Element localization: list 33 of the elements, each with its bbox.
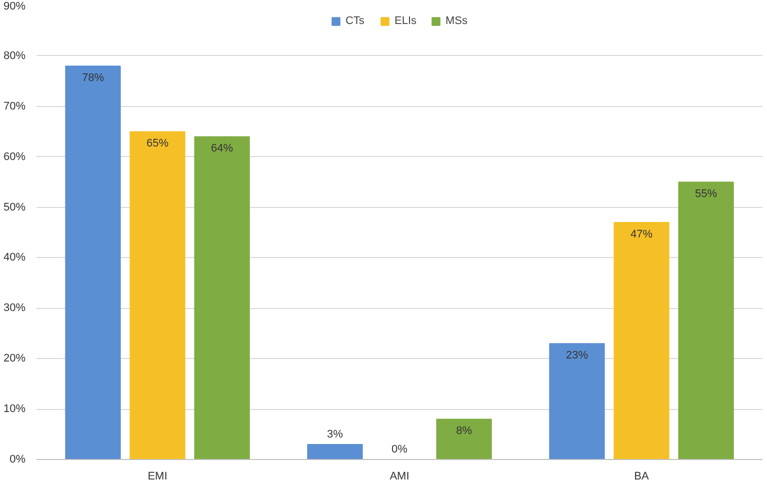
- data-label: 8%: [456, 425, 472, 438]
- bar: [194, 136, 250, 460]
- bar: [614, 222, 670, 460]
- bar: [436, 418, 492, 460]
- y-tick-label: 0%: [10, 454, 26, 466]
- y-tick-label: 50%: [3, 201, 26, 214]
- y-tick-label: 80%: [3, 50, 26, 62]
- y-tick-label: 10%: [3, 403, 26, 416]
- data-label: 78%: [82, 72, 104, 84]
- y-tick-label: 60%: [3, 150, 26, 163]
- x-tick-label: AMI: [390, 470, 410, 482]
- y-tick-label: 40%: [3, 252, 26, 264]
- legend-label: MSs: [446, 15, 468, 27]
- data-label: 3%: [327, 428, 344, 440]
- legend-label: ELIs: [394, 15, 417, 27]
- data-label: 64%: [211, 142, 234, 155]
- bar: [549, 343, 605, 460]
- data-label: 0%: [392, 444, 408, 456]
- bar: [130, 131, 186, 460]
- x-tick-label: BA: [634, 470, 650, 482]
- y-tick-label: 90%: [3, 0, 26, 12]
- bar: [65, 66, 121, 460]
- data-label: 47%: [630, 228, 653, 240]
- bar: [678, 182, 734, 460]
- y-tick-label: 20%: [3, 352, 26, 365]
- data-label: 23%: [566, 349, 588, 362]
- x-tick-label: EMI: [148, 470, 168, 482]
- data-label: 65%: [146, 138, 169, 150]
- data-label: 55%: [695, 188, 718, 200]
- bar: [307, 444, 363, 460]
- y-tick-label: 70%: [3, 100, 26, 112]
- y-tick-label: 30%: [3, 302, 26, 314]
- legend-label: CTs: [345, 15, 366, 27]
